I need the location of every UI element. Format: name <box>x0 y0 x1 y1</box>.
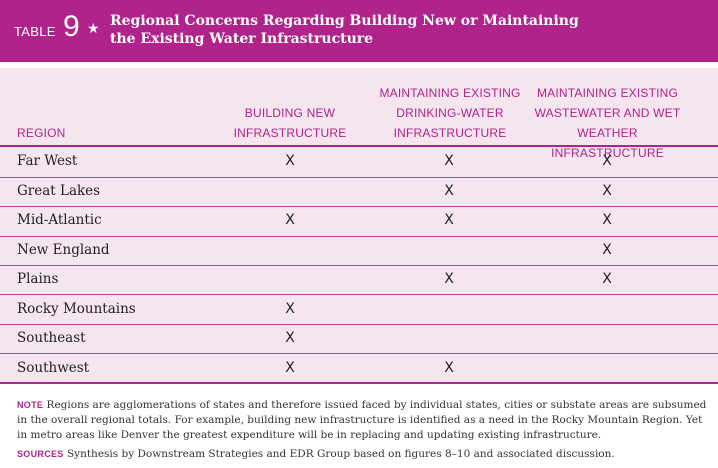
sources-paragraph: SOURCES Synthesis by Downstream Strategi… <box>17 447 707 462</box>
header-drinking-water-line-1: MAINTAINING EXISTING <box>379 86 521 100</box>
mark-cell: X <box>444 271 454 287</box>
table-banner: TABLE 9 ★ Regional Concerns Regarding Bu… <box>0 0 718 62</box>
header-rule <box>0 145 718 147</box>
table-body-background <box>0 68 718 382</box>
header-drinking-water: MAINTAINING EXISTING DRINKING-WATER INFR… <box>370 83 530 143</box>
mark-cell: X <box>602 153 612 169</box>
header-building-new-line-1: BUILDING NEW <box>244 106 336 120</box>
table-title-line-1: Regional Concerns Regarding Building New… <box>110 13 579 29</box>
mark-cell: X <box>602 242 612 258</box>
table-row-region: New England <box>17 242 110 258</box>
mark-cell: X <box>285 212 295 228</box>
row-divider <box>0 265 718 266</box>
mark-cell: X <box>602 212 612 228</box>
mark-cell: X <box>444 360 454 376</box>
mark-cell: X <box>444 153 454 169</box>
row-divider <box>0 206 718 207</box>
row-divider <box>0 294 718 295</box>
table-row-region: Far West <box>17 153 78 169</box>
star-icon: ★ <box>87 21 100 37</box>
mark-cell: X <box>285 153 295 169</box>
header-wastewater: MAINTAINING EXISTING WASTEWATER AND WET … <box>520 83 695 163</box>
sources-text: Synthesis by Downstream Strategies and E… <box>66 448 615 460</box>
table-row-region: Great Lakes <box>17 183 101 199</box>
header-building-new: BUILDING NEW INFRASTRUCTURE <box>210 103 370 143</box>
row-divider <box>0 324 718 325</box>
table-notes: NOTE Regions are agglomerations of state… <box>17 398 707 462</box>
table-title-line-2: the Existing Water Infrastructure <box>110 31 374 47</box>
row-divider <box>0 353 718 354</box>
table-number: 9 <box>63 10 80 43</box>
note-label: NOTE <box>17 400 44 410</box>
table-row-region: Southeast <box>17 330 86 346</box>
mark-cell: X <box>285 330 295 346</box>
sources-label: SOURCES <box>17 449 64 459</box>
table-row-region: Rocky Mountains <box>17 301 136 317</box>
header-wastewater-line-3: WEATHER INFRASTRUCTURE <box>551 126 664 160</box>
header-region: REGION <box>17 126 66 140</box>
header-building-new-line-2: INFRASTRUCTURE <box>233 126 347 140</box>
row-divider <box>0 236 718 237</box>
table-label: TABLE <box>14 24 56 39</box>
note-paragraph: NOTE Regions are agglomerations of state… <box>17 398 707 443</box>
table-row-region: Plains <box>17 271 59 287</box>
mark-cell: X <box>285 301 295 317</box>
mark-cell: X <box>285 360 295 376</box>
table-row-region: Southwest <box>17 360 90 376</box>
mark-cell: X <box>602 271 612 287</box>
row-divider <box>0 177 718 178</box>
table-row-region: Mid-Atlantic <box>17 212 102 228</box>
mark-cell: X <box>602 183 612 199</box>
table-bottom-rule <box>0 382 718 384</box>
mark-cell: X <box>444 212 454 228</box>
mark-cell: X <box>444 183 454 199</box>
header-drinking-water-line-3: INFRASTRUCTURE <box>393 126 507 140</box>
note-text: Regions are agglomerations of states and… <box>17 399 707 441</box>
table-title: Regional Concerns Regarding Building New… <box>110 12 710 48</box>
header-wastewater-line-1: MAINTAINING EXISTING <box>536 86 679 100</box>
header-wastewater-line-2: WASTEWATER AND WET <box>534 106 681 120</box>
header-drinking-water-line-2: DRINKING-WATER <box>396 106 504 120</box>
